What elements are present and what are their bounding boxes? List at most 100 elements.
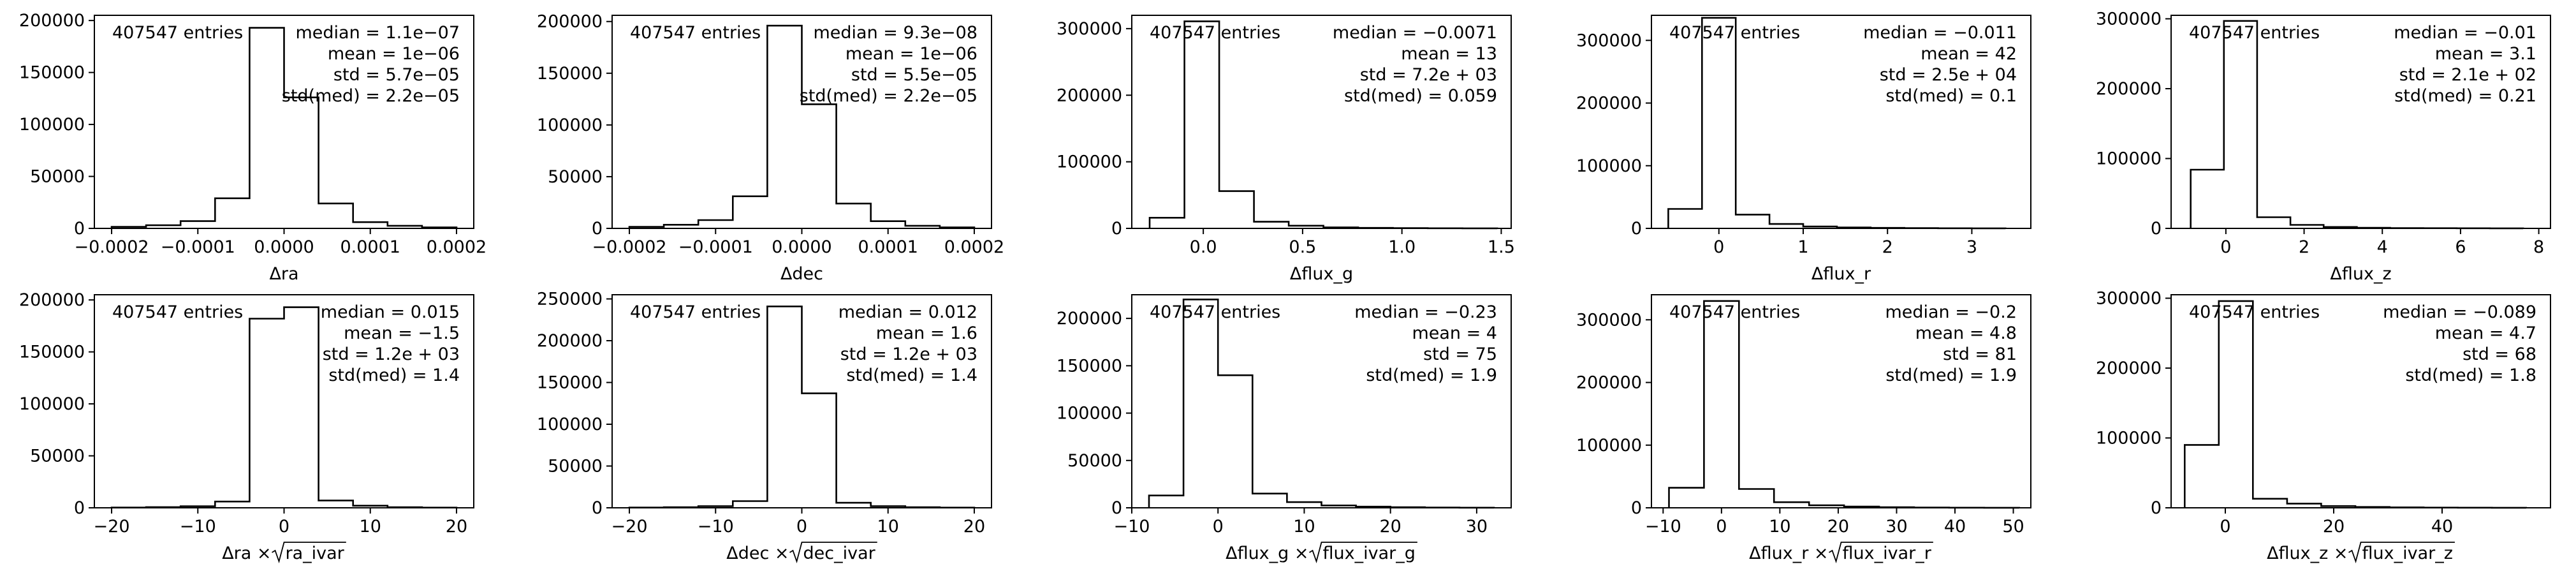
x-tick-label: 40 xyxy=(1944,517,1966,537)
y-tick-label: 300000 xyxy=(2096,9,2162,29)
median-annotation: median = −0.23 xyxy=(1354,302,1497,322)
x-tick-label: 30 xyxy=(1466,517,1488,537)
histogram-bin xyxy=(802,394,837,508)
y-tick-label: 0 xyxy=(1631,498,1642,518)
histogram-bin xyxy=(767,306,801,508)
histogram-bin xyxy=(1669,488,1704,508)
histogram-bin xyxy=(215,198,249,228)
x-tick-label: 10 xyxy=(877,517,899,537)
std-annotation: std = 2.1e + 02 xyxy=(2399,65,2536,85)
x-tick-label: 0.0001 xyxy=(858,237,918,257)
x-tick-label: 0.0000 xyxy=(772,237,831,257)
x-tick-label: 20 xyxy=(446,517,467,537)
y-tick-label: 150000 xyxy=(537,373,603,393)
x-tick-label: −10 xyxy=(1114,517,1150,537)
y-tick-label: 100000 xyxy=(1057,404,1122,424)
median-annotation: median = −0.089 xyxy=(2383,302,2536,322)
x-tick-label: 0.0002 xyxy=(944,237,1004,257)
y-tick-label: 200000 xyxy=(19,11,85,31)
x-axis-label-main: Δra × xyxy=(222,544,271,563)
x-tick-label: 0.0 xyxy=(1190,237,1217,257)
x-tick-label: 10 xyxy=(1293,517,1315,537)
entries-annotation: 407547 entries xyxy=(630,302,761,322)
median-annotation: median = 0.015 xyxy=(321,302,460,322)
histogram-bin xyxy=(802,104,837,228)
x-tick-label: −20 xyxy=(94,517,130,537)
y-tick-label: 100000 xyxy=(2096,428,2162,448)
x-axis-label: Δra × ra_ivar xyxy=(222,542,346,564)
x-axis-label-main: Δdec × xyxy=(726,544,789,563)
x-tick-label: 2 xyxy=(1882,237,1893,257)
histogram-bin xyxy=(1736,214,1769,228)
y-tick-label: 100000 xyxy=(537,115,603,135)
x-tick-label: 8 xyxy=(2533,237,2544,257)
y-tick-label: 0 xyxy=(1111,498,1122,518)
x-tick-label: 20 xyxy=(963,517,985,537)
histogram-bin xyxy=(319,204,353,228)
y-tick-label: 300000 xyxy=(1576,31,1642,50)
x-tick-label: 0 xyxy=(279,517,289,537)
mean-annotation: mean = −1.5 xyxy=(344,323,460,343)
histogram-bin xyxy=(215,501,249,508)
histogram-bin xyxy=(2224,21,2257,228)
y-tick-label: 300000 xyxy=(2096,288,2162,308)
y-tick-label: 50000 xyxy=(1067,451,1122,471)
std-annotation: std = 7.2e + 03 xyxy=(1360,65,1497,85)
x-tick-label: 30 xyxy=(1885,517,1907,537)
histogram-bin xyxy=(698,220,733,228)
histogram-bin xyxy=(837,204,871,228)
x-tick-label: 0.0000 xyxy=(254,237,314,257)
histogram-bin xyxy=(2253,499,2287,508)
histogram-panel-4: 0 100000 200000 300000 0 1 2 3 Δflux_r 407547 ent… xyxy=(1576,15,2031,284)
histogram-bin xyxy=(767,26,801,228)
histogram-bin xyxy=(1219,191,1254,228)
median-annotation: median = −0.0071 xyxy=(1333,23,1497,43)
entries-annotation: 407547 entries xyxy=(1669,23,1800,43)
std-annotation: std = 5.5e−05 xyxy=(851,65,977,85)
x-tick-label: 1.0 xyxy=(1388,237,1416,257)
histogram-bin xyxy=(1183,299,1218,508)
histogram-bin xyxy=(1185,21,1220,228)
y-tick-label: 200000 xyxy=(1057,85,1122,105)
mean-annotation: mean = 3.1 xyxy=(2435,44,2536,64)
y-tick-label: 150000 xyxy=(19,343,85,362)
y-tick-label: 200000 xyxy=(537,12,603,32)
y-tick-label: 100000 xyxy=(1057,152,1122,172)
mean-annotation: mean = 13 xyxy=(1401,44,1497,64)
x-tick-label: 2 xyxy=(2299,237,2309,257)
sqrt-symbol xyxy=(1309,542,1417,564)
histogram-bin xyxy=(180,221,215,228)
y-tick-label: 300000 xyxy=(1576,310,1642,330)
histogram-bin xyxy=(249,318,284,508)
y-tick-label: 0 xyxy=(2151,219,2162,239)
x-tick-label: 20 xyxy=(2323,517,2345,537)
sqrt-symbol xyxy=(789,542,877,564)
std-annotation: std = 68 xyxy=(2463,344,2536,364)
axes-frame xyxy=(1131,294,1512,508)
x-tick-label: 50 xyxy=(2002,517,2024,537)
x-tick-label: −10 xyxy=(698,517,734,537)
x-tick-label: 0.0002 xyxy=(427,237,487,257)
y-tick-label: 150000 xyxy=(19,63,85,83)
x-axis-label-sqrt-arg: flux_ivar_z xyxy=(2362,544,2453,563)
histogram-bin xyxy=(733,196,767,228)
mean-annotation: mean = 4.7 xyxy=(2435,323,2536,343)
x-tick-label: −0.0001 xyxy=(161,237,235,257)
histogram-bin xyxy=(1149,496,1183,508)
y-tick-label: 100000 xyxy=(19,115,85,135)
histogram-bin xyxy=(1218,375,1252,508)
y-tick-label: 50000 xyxy=(30,447,85,466)
y-tick-label: 0 xyxy=(2151,498,2162,518)
std-annotation: std = 75 xyxy=(1423,344,1497,364)
std-annotation: std = 81 xyxy=(1943,344,2017,364)
histogram-bin xyxy=(1287,502,1321,508)
y-tick-label: 300000 xyxy=(1057,19,1122,39)
x-tick-label: −0.0002 xyxy=(592,237,666,257)
x-tick-label: 0.5 xyxy=(1289,237,1316,257)
stdmed-annotation: std(med) = 0.1 xyxy=(1885,86,2017,106)
histogram-bin xyxy=(353,222,388,228)
x-tick-label: 6 xyxy=(2455,237,2466,257)
mean-annotation: mean = 1e−06 xyxy=(328,44,460,64)
entries-annotation: 407547 entries xyxy=(112,23,243,43)
